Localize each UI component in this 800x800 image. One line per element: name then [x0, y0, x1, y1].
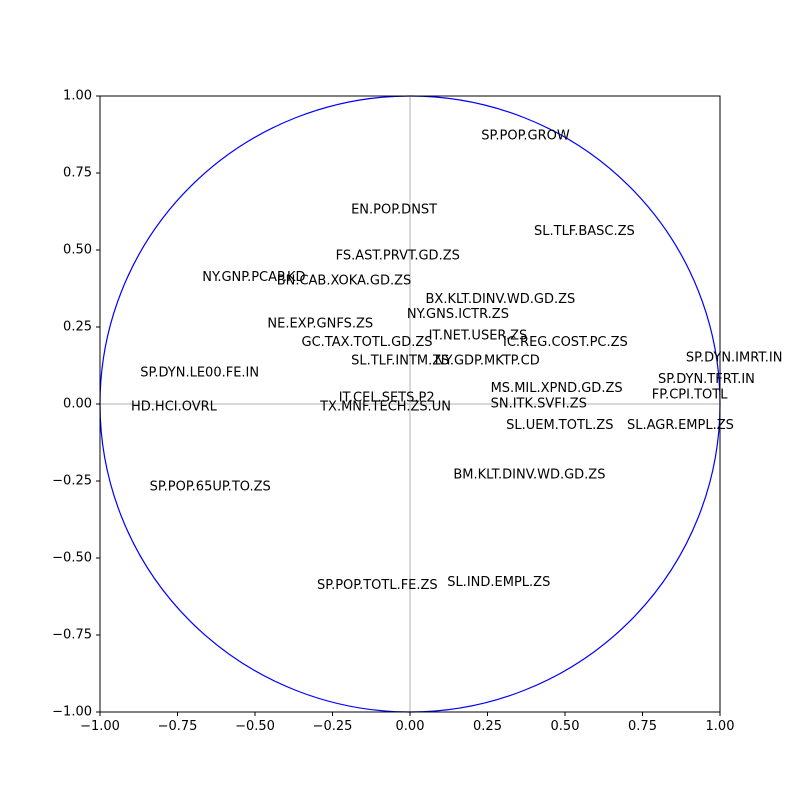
point-label: SP.DYN.LE00.FE.IN [140, 366, 259, 381]
point-label: SL.IND.EMPL.ZS [447, 575, 550, 590]
point-label: NY.GNS.ICTR.ZS [407, 307, 509, 322]
point-label: BX.KLT.DINV.WD.GD.ZS [426, 292, 576, 307]
point-label: NE.EXP.GNFS.ZS [267, 316, 373, 331]
y-tick-label: −1.00 [52, 705, 92, 720]
point-label: NY.GDP.MKTP.CD [435, 353, 540, 368]
point-label: MS.MIL.XPND.GD.ZS [491, 381, 623, 396]
x-tick-label: 0.75 [628, 719, 657, 734]
x-tick-label: −1.00 [80, 719, 120, 734]
point-label: FP.CPI.TOTL [652, 387, 728, 402]
x-tick-label: −0.50 [235, 719, 275, 734]
point-label: SP.POP.GROW [481, 129, 570, 144]
y-tick-label: −0.75 [52, 628, 92, 643]
y-tick-label: 0.00 [63, 397, 92, 412]
point-label: SL.UEM.TOTL.ZS [506, 418, 613, 433]
point-label: HD.HCI.OVRL [131, 400, 218, 415]
y-tick-label: 0.50 [63, 243, 92, 258]
axis-ticks: −1.00 −0.75 −0.50 −0.25 0.00 0.25 0.50 0.75 1.00… [52, 89, 734, 735]
x-tick-label: 1.00 [706, 719, 735, 734]
y-tick-label: 1.00 [63, 89, 92, 104]
y-tick-label: −0.25 [52, 474, 92, 489]
point-label: SP.DYN.IMRT.IN [686, 350, 783, 365]
y-tick-label: 0.75 [63, 166, 92, 181]
point-label: SP.POP.TOTL.FE.ZS [317, 578, 438, 593]
point-label: SP.DYN.TFRT.IN [658, 372, 755, 387]
x-tick-label: 0.00 [396, 719, 425, 734]
point-label: IT.CEL.SETS.P2 [339, 390, 435, 405]
point-label: TX.MNF.TECH.ZS.UN [319, 400, 451, 415]
y-tick-label: −0.50 [52, 551, 92, 566]
x-tick-label: −0.75 [158, 719, 198, 734]
point-label: SL.AGR.EMPL.ZS [627, 418, 734, 433]
point-label: FS.AST.PRVT.GD.ZS [336, 249, 460, 264]
point-label: EN.POP.DNST [351, 202, 437, 217]
point-label: BN.CAB.XOKA.GD.ZS [277, 273, 412, 288]
point-label: SN.ITK.SVFI.ZS [491, 397, 587, 412]
y-tick-label: 0.25 [63, 320, 92, 335]
x-tick-label: −0.25 [313, 719, 353, 734]
point-label: NY.GNP.PCAP.KD [202, 270, 305, 285]
point-labels: SP.POP.GROW EN.POP.DNST SL.TLF.BASC.ZS FS.A… [131, 129, 782, 594]
point-label: IT.NET.USER.ZS [429, 329, 528, 344]
point-label: SL.TLF.INTM.ZS [351, 353, 449, 368]
x-tick-label: 0.25 [473, 719, 502, 734]
point-label: IC.REG.COST.PC.ZS [503, 335, 628, 350]
point-label: SL.TLF.BASC.ZS [534, 224, 635, 239]
point-label: GC.TAX.TOTL.GD.ZS [302, 335, 433, 350]
x-tick-label: 0.50 [551, 719, 580, 734]
point-label: SP.POP.65UP.TO.ZS [150, 480, 271, 495]
point-label: BM.KLT.DINV.WD.GD.ZS [453, 467, 605, 482]
